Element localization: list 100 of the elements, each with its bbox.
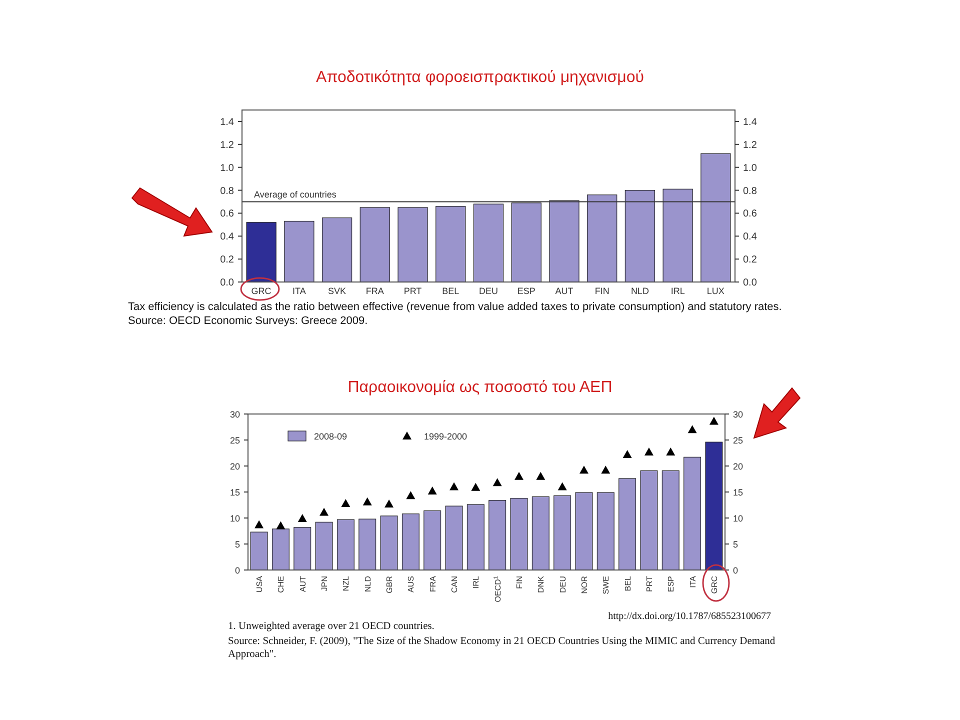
- y2-tick-label: 1.4: [743, 116, 758, 128]
- x-tick-label: LUX: [706, 286, 724, 296]
- bar: [402, 514, 420, 570]
- bar: [322, 217, 352, 282]
- bar: [294, 527, 312, 570]
- y-tick-label: 10: [230, 514, 240, 524]
- x-tick-label: ESP: [517, 286, 536, 296]
- text: Tax efficiency is calculated as the ratio between effective (revenue from value added taxes to private consumption) and statutory rates.: [128, 301, 782, 313]
- point: [709, 416, 718, 425]
- x-tick-label: NOR: [580, 576, 589, 594]
- x-tick-label: FRA: [428, 575, 438, 592]
- x-tick-label: AUS: [406, 576, 416, 592]
- bar: [511, 202, 542, 282]
- bar: [532, 496, 550, 570]
- bar: [596, 492, 614, 570]
- y-tick-label: 5: [234, 540, 240, 550]
- x-tick-label: DEU: [478, 286, 498, 296]
- x-tick-label: IRL: [472, 575, 481, 588]
- point: [384, 499, 394, 508]
- source-note: Source: Schneider, F. (2009), "The Size of the Shadow Economy in 21 OECD Countries Using the MIMIC and Currency Demand Approach".: [228, 635, 776, 661]
- bar: [250, 532, 268, 570]
- y-tick-label: 0: [234, 566, 240, 576]
- x-tick-label: CHE: [276, 576, 286, 593]
- y-tick-label: 0.6: [220, 208, 234, 220]
- bar: [587, 194, 618, 282]
- x-tick-label: NLD: [630, 286, 650, 296]
- legend-label: 1999-2000: [424, 432, 468, 442]
- y-tick-label: 20: [230, 462, 240, 472]
- x-tick-label: AUT: [298, 576, 308, 592]
- y2-tick-label: 30: [733, 410, 744, 420]
- chart-title: Παραοικονομία ως ποσοστό του ΑΕΠ: [348, 379, 612, 396]
- y-tick-label: 0.8: [220, 186, 234, 197]
- bar: [473, 204, 504, 282]
- x-tick-label: AUT: [555, 286, 574, 296]
- point: [644, 447, 654, 456]
- bar: [549, 200, 580, 282]
- y-tick-label: 1.4: [220, 116, 234, 128]
- bar: [466, 504, 484, 570]
- point: [341, 498, 350, 507]
- x-tick-label: NZL: [342, 575, 351, 592]
- y2-tick-label: 0.2: [743, 254, 758, 266]
- point: [579, 466, 588, 474]
- x-tick-label: SVK: [328, 286, 346, 296]
- y2-tick-label: 0.8: [743, 186, 758, 197]
- text: 1. Unweighted average over 21 OECD countries.: [228, 621, 434, 632]
- x-tick-label: BEL: [623, 575, 632, 592]
- point: [688, 425, 697, 434]
- point: [601, 466, 610, 474]
- text: 0.0: [220, 278, 234, 288]
- bar: [398, 207, 428, 282]
- ref-line-label: Average of countries: [254, 190, 337, 200]
- x-tick-label: PRT: [644, 576, 654, 592]
- point: [298, 514, 307, 522]
- bar: [662, 470, 680, 570]
- bar: [488, 500, 506, 570]
- point: [450, 482, 459, 490]
- text: 0.0: [743, 278, 757, 288]
- x-tick-label: PRT: [404, 286, 422, 296]
- source-note: Source: OECD Economic Surveys: Greece 2009.: [128, 315, 368, 327]
- point: [536, 472, 546, 480]
- point: [406, 491, 416, 500]
- x-tick-label: ESP: [666, 576, 676, 592]
- x-tick-label: DNK: [536, 575, 546, 593]
- x-tick-label: BEL: [442, 286, 460, 296]
- y2-tick-label: 1.2: [743, 140, 758, 151]
- y-tick-label: 25: [230, 436, 240, 446]
- text: 1.0: [220, 162, 234, 174]
- point: [428, 486, 437, 494]
- y2-tick-label: 0: [733, 566, 738, 576]
- chart-title: Αποδοτικότητα φοροεισπρακτικού μηχανισμού: [316, 69, 644, 86]
- bar: [618, 478, 636, 570]
- point: [492, 478, 502, 486]
- point: [471, 482, 480, 491]
- bar: [624, 190, 656, 282]
- legend-label: 2008-09: [314, 432, 348, 442]
- y2-tick-label: 20: [733, 462, 744, 472]
- y-tick-label: 0.2: [220, 254, 234, 266]
- bar: [554, 495, 572, 570]
- y2-tick-label: 0.6: [743, 208, 758, 220]
- bar: [360, 207, 390, 282]
- bar: [272, 528, 290, 570]
- bar: [358, 518, 376, 570]
- x-tick-label: ITA: [688, 575, 698, 588]
- point: [558, 482, 567, 490]
- point: [254, 520, 264, 528]
- bar: [246, 222, 276, 282]
- point: [320, 508, 329, 516]
- text: 1.0: [743, 162, 757, 174]
- bar: [640, 470, 658, 570]
- y2-tick-label: 10: [733, 514, 744, 524]
- y2-tick-label: 0.4: [743, 232, 758, 243]
- bar: [662, 188, 693, 282]
- x-tick-label: CAN: [450, 576, 460, 593]
- bar: [436, 206, 466, 282]
- y2-tick-label: 5: [733, 540, 738, 550]
- x-tick-label: USA: [255, 575, 264, 592]
- bar: [284, 220, 314, 282]
- y2-tick-label: 15: [733, 488, 744, 498]
- y-tick-label: 30: [230, 410, 240, 420]
- x-tick-label: DEU: [558, 576, 568, 593]
